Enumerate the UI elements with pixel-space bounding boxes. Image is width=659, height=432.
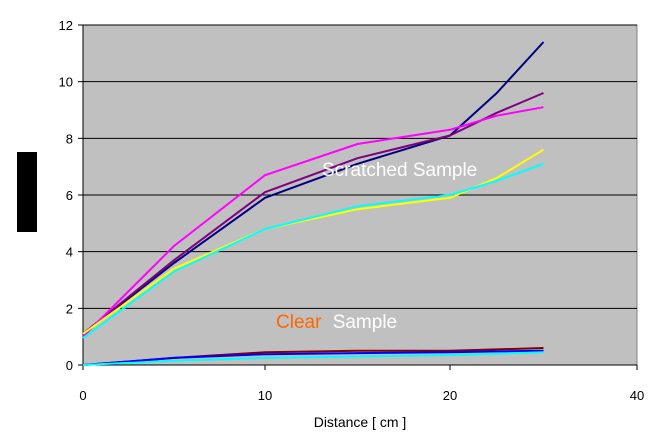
x-tick-label: 10 [258,388,272,403]
y-tick-label: 2 [66,301,73,316]
annotations: Scratched Sample Clear Sample [276,160,477,333]
series-line-8 [82,351,544,366]
y-tick-label: 6 [66,188,73,203]
y-axis-label-box [17,152,37,232]
series-line-7 [82,349,544,366]
x-tick-label: 0 [79,388,86,403]
series-line-1 [82,41,545,335]
annotation-scratched-sample: Scratched Sample [322,160,477,181]
annotation-sample-word: Sample [333,312,397,333]
annotation-clear-sample: Clear Sample [276,312,397,333]
x-axis-ticks: 0 10 20 40 [79,365,644,403]
series-lines [82,41,545,366]
series-line-5 [82,162,544,339]
y-tick-label: 12 [59,18,73,33]
y-tick-label: 10 [59,75,73,90]
x-tick-label: 20 [443,388,457,403]
series-line-2 [82,92,544,335]
plot-area [82,24,638,366]
series-line-3 [82,106,544,338]
y-axis-ticks: 0 2 4 6 8 10 12 [59,18,83,373]
annotation-clear-word: Clear [276,312,322,333]
x-tick-label: 40 [630,388,644,403]
y-tick-label: 8 [66,131,73,146]
series-line-4 [82,148,545,335]
y-tick-label: 0 [66,358,73,373]
y-tick-label: 4 [66,245,73,260]
x-axis-title: Distance [ cm ] [314,414,407,430]
